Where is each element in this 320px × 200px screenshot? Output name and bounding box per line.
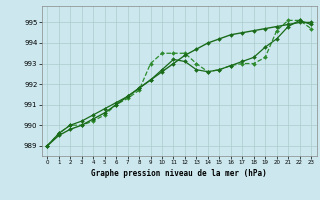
X-axis label: Graphe pression niveau de la mer (hPa): Graphe pression niveau de la mer (hPa) <box>91 169 267 178</box>
